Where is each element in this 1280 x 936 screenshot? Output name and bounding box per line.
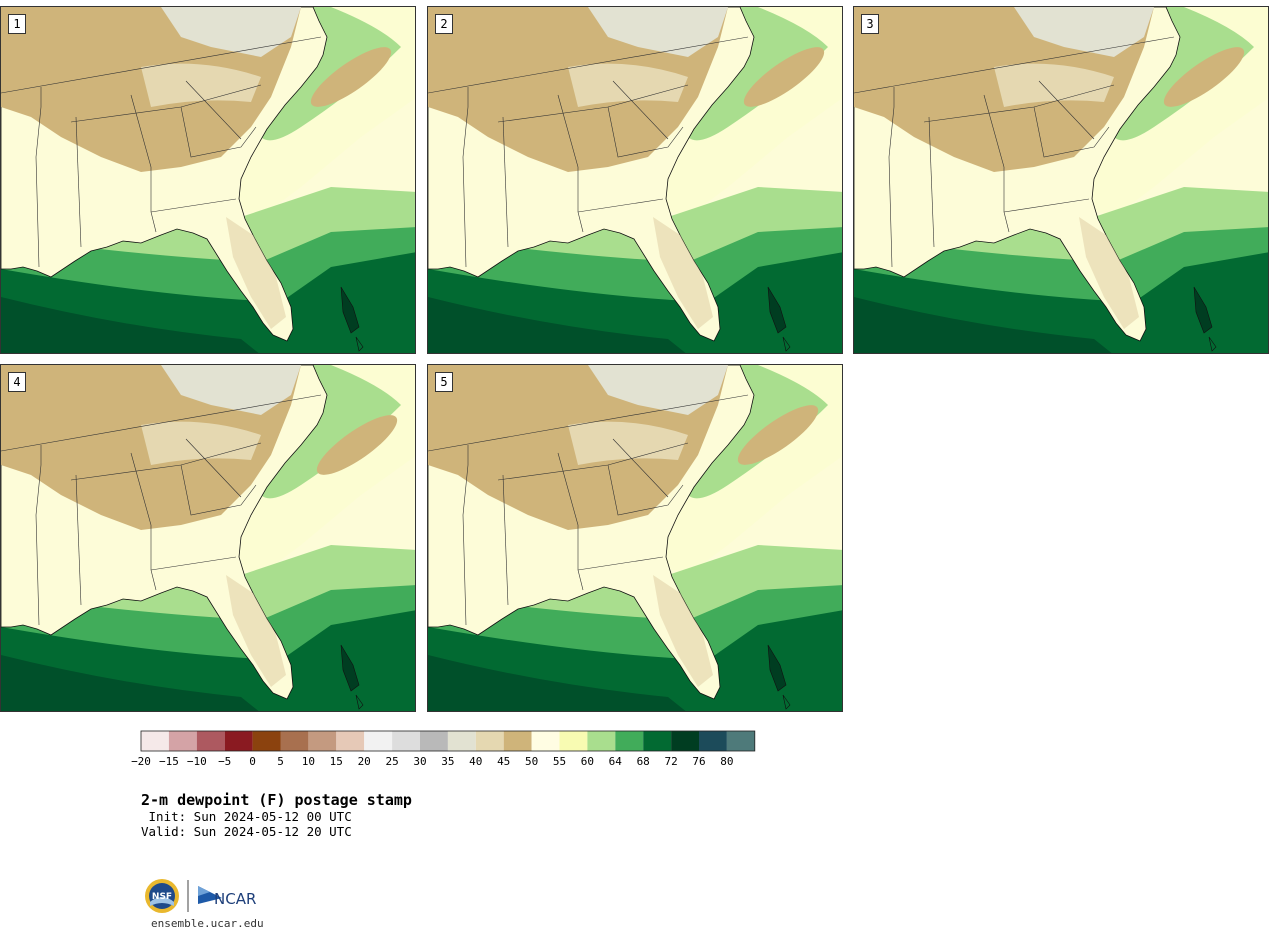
colorbar-tick-label: 55	[552, 755, 567, 768]
colorbar-box	[615, 731, 644, 751]
colorbar-box	[224, 731, 253, 751]
colorbar-tick-label: 60	[580, 755, 595, 768]
valid-time: Valid: Sun 2024-05-12 20 UTC	[141, 824, 352, 839]
colorbar-box	[196, 731, 225, 751]
colorbar-tick-label: 20	[357, 755, 371, 768]
colorbar-box	[336, 731, 365, 751]
colorbar-box	[699, 731, 727, 751]
colorbar-box	[475, 731, 504, 751]
map-panel-2: 2	[427, 6, 843, 354]
colorbar-tick-label: 5	[277, 755, 284, 768]
map-panel-5: 5	[427, 364, 843, 712]
colorbar-tick-label: 30	[413, 755, 427, 768]
colorbar-box	[531, 731, 560, 751]
colorbar-tick-label: 64	[608, 755, 622, 768]
colorbar-tick-label: 80	[720, 755, 734, 768]
colorbar-tick-label: −5	[218, 755, 232, 768]
panel-label: 2	[435, 14, 453, 34]
svg-text:NSF: NSF	[152, 892, 172, 902]
colorbar-tick-label: 25	[385, 755, 399, 768]
nsf-logo: NSF	[145, 879, 179, 913]
colorbar-tick-label: 15	[329, 755, 343, 768]
colorbar	[140, 730, 756, 756]
colorbar-tick-label: 40	[469, 755, 483, 768]
colorbar-tick-label: −15	[158, 755, 179, 768]
colorbar-box	[559, 731, 588, 751]
map-panel-3: 3	[853, 6, 1269, 354]
panel-label: 3	[861, 14, 879, 34]
colorbar-box	[141, 731, 169, 751]
colorbar-tick-label: 72	[664, 755, 678, 768]
map-panel-4: 4	[0, 364, 416, 712]
colorbar-box	[392, 731, 420, 751]
colorbar-box	[364, 731, 393, 751]
panel-label: 5	[435, 372, 453, 392]
colorbar-box	[252, 731, 281, 751]
colorbar-box	[643, 731, 672, 751]
colorbar-tick-label: 50	[524, 755, 539, 768]
colorbar-box	[420, 731, 448, 751]
colorbar-tick-label: 0	[249, 755, 256, 768]
colorbar-tick-label: −20	[131, 755, 151, 768]
site-url: ensemble.ucar.edu	[151, 917, 264, 930]
colorbar-tick-label: 35	[441, 755, 455, 768]
colorbar-box	[671, 731, 699, 751]
colorbar-tick-label: 45	[497, 755, 511, 768]
colorbar-tick-label: 68	[636, 755, 650, 768]
init-time: Init: Sun 2024-05-12 00 UTC	[141, 809, 352, 824]
colorbar-box	[503, 731, 532, 751]
colorbar-tick-label: 10	[301, 755, 316, 768]
colorbar-box	[168, 731, 197, 751]
colorbar-tick-label: 76	[692, 755, 706, 768]
logos: NSF NCAR	[144, 876, 274, 920]
colorbar-box	[447, 731, 476, 751]
colorbar-box	[726, 731, 755, 751]
map-panel-1: 1	[0, 6, 416, 354]
colorbar-box	[587, 731, 616, 751]
panel-label: 1	[8, 14, 26, 34]
colorbar-box	[308, 731, 337, 751]
panel-label: 4	[8, 372, 26, 392]
svg-text:NCAR: NCAR	[214, 890, 256, 908]
plot-title: 2-m dewpoint (F) postage stamp	[141, 791, 412, 809]
ncar-logo: NCAR	[198, 886, 256, 908]
colorbar-tick-label: −10	[186, 755, 207, 768]
colorbar-box	[280, 731, 309, 751]
